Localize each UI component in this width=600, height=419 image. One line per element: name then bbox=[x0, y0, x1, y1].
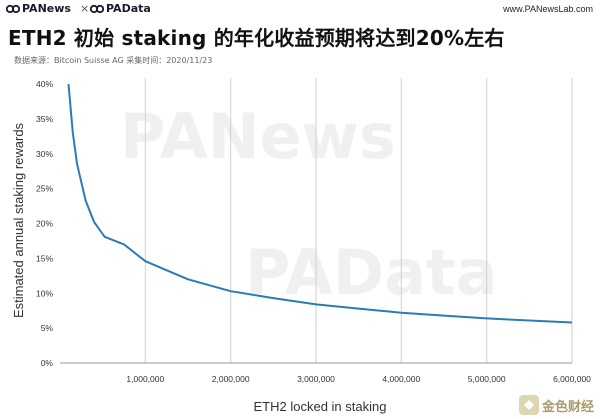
top-bar: PANews × PAData www.PANewsLab.com bbox=[0, 0, 600, 18]
padata-logo-icon bbox=[90, 4, 104, 13]
corner-badge: 金色财经 bbox=[518, 395, 594, 415]
x-tick-label-2: 3,000,000 bbox=[297, 374, 335, 384]
jinse-logo-icon bbox=[518, 395, 539, 415]
grid-lines bbox=[144, 78, 573, 363]
brand-padata-label: PAData bbox=[106, 2, 151, 15]
brand-padata: PAData bbox=[90, 2, 151, 15]
brand-separator: × bbox=[80, 2, 90, 15]
x-tick-label-4: 5,000,000 bbox=[468, 374, 506, 384]
panews-logo-icon bbox=[6, 4, 20, 13]
watermark-panews: PANews bbox=[120, 100, 396, 173]
watermark-padata-label: PAData bbox=[245, 236, 498, 309]
y-tick-label-1: 5% bbox=[41, 323, 54, 333]
x-axis-ticks: 1,000,000 2,000,000 3,000,000 4,000,000 5,00… bbox=[126, 374, 591, 384]
brand-panews: PANews bbox=[6, 2, 71, 15]
site-url[interactable]: www.PANewsLab.com bbox=[503, 4, 593, 14]
series-line-staking-rewards bbox=[67, 83, 573, 324]
y-tick-label-3: 15% bbox=[36, 253, 53, 263]
source-line: 数据来源：Bitcoin Suisse AG 采集时间：2020/11/23 bbox=[14, 56, 213, 65]
y-tick-label-5: 25% bbox=[36, 184, 53, 194]
brand-panews-label: PANews bbox=[22, 2, 71, 15]
y-tick-label-4: 20% bbox=[36, 219, 53, 229]
y-axis-label: Estimated annual staking rewards bbox=[11, 122, 26, 318]
watermark-panews-label: PANews bbox=[120, 100, 396, 173]
y-tick-label-2: 10% bbox=[36, 288, 53, 298]
corner-badge-label: 金色财经 bbox=[541, 399, 594, 415]
x-tick-label-3: 4,000,000 bbox=[382, 374, 420, 384]
x-tick-label-1: 2,000,000 bbox=[212, 374, 250, 384]
x-tick-label-0: 1,000,000 bbox=[126, 374, 164, 384]
y-tick-label-6: 30% bbox=[36, 149, 53, 159]
x-tick-label-5: 6,000,000 bbox=[553, 374, 591, 384]
y-tick-label-8: 40% bbox=[36, 79, 53, 89]
y-tick-label-7: 35% bbox=[36, 114, 53, 124]
watermark-padata: PAData bbox=[245, 236, 498, 309]
x-axis-label: ETH2 locked in staking bbox=[254, 399, 387, 414]
chart-title: ETH2 初始 staking 的年化收益预期将达到20%左右 bbox=[8, 26, 505, 50]
y-axis-ticks: 0% 5% 10% 15% 20% 25% 30% 35% 40% bbox=[36, 79, 53, 368]
y-tick-label-0: 0% bbox=[41, 358, 54, 368]
